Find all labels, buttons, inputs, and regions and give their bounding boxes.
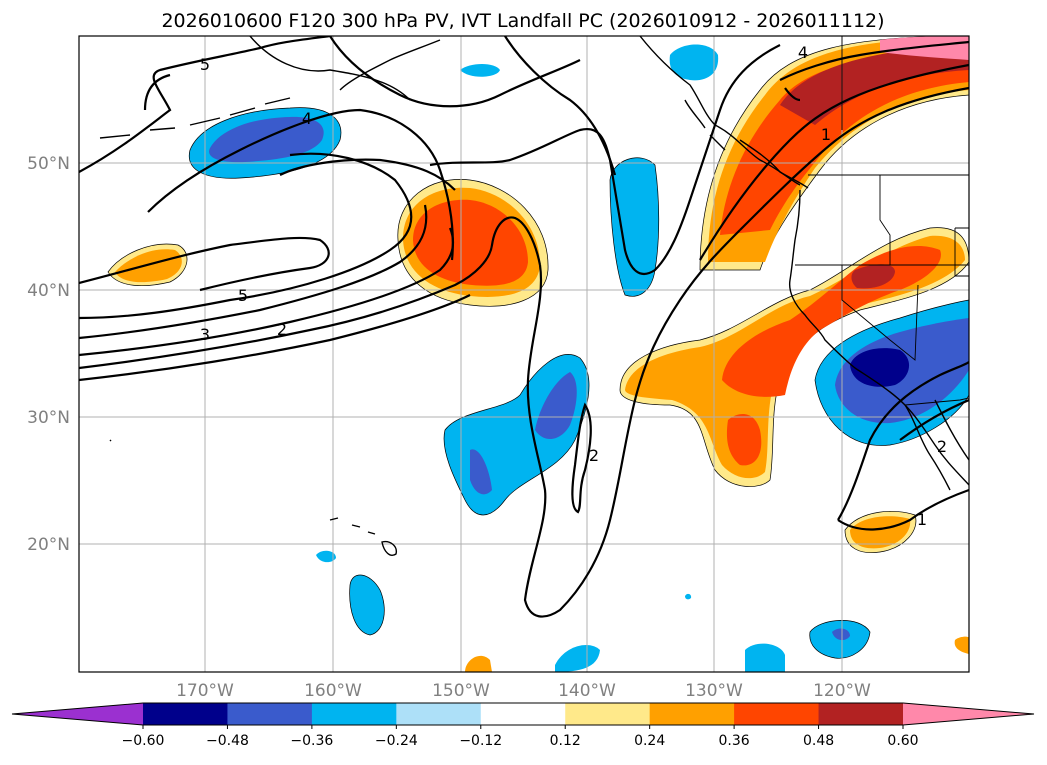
- lon-tick-label: 120°W: [813, 681, 871, 701]
- colorbar-tick-label: 0.36: [719, 733, 750, 749]
- contour-label: 4: [302, 109, 312, 128]
- pv-contour-socal-2: [837, 488, 969, 531]
- contour-label: 5: [200, 55, 210, 74]
- colorbar: −0.60 −0.48 −0.36 −0.24 −0.12 0.12 0.24 0.36 0.4…: [11, 702, 1035, 749]
- cool-blob-socal-3: [850, 348, 910, 387]
- colorbar-segment: [818, 703, 904, 725]
- colorbar-segment: [734, 703, 820, 725]
- pv-contour-4: [147, 108, 454, 261]
- cool-top-small: [460, 64, 500, 77]
- cool-top-north: [669, 44, 719, 81]
- colorbar-tick-label: 0.48: [803, 733, 834, 749]
- lat-tick-label: 30°N: [27, 408, 70, 428]
- lat-tick-label: 40°N: [27, 281, 70, 301]
- lon-tick-label: 160°W: [304, 681, 362, 701]
- warm-blob-south: [465, 655, 492, 672]
- colorbar-segment: [396, 703, 482, 725]
- warm-blob-central-3: [413, 199, 528, 286]
- latitude-labels: 50°N 40°N 30°N 20°N: [27, 154, 70, 555]
- contour-label: 4: [798, 43, 808, 62]
- pv-contour-2a: [79, 227, 455, 357]
- pv-contour-socal-3: [899, 398, 969, 441]
- longitude-labels: 170°W 160°W 150°W 140°W 130°W 120°W: [176, 681, 871, 701]
- pv-contour-3a: [79, 152, 413, 320]
- map-area: 5 4 5 3 2 2 4 1 2 1: [79, 36, 969, 672]
- colorbar-tick-label: 0.12: [550, 733, 581, 749]
- cool-blob-south-2: [745, 643, 785, 672]
- graticule: [79, 36, 969, 672]
- colorbar-extend-high: [903, 703, 1034, 725]
- pv-contour-trough: [429, 44, 781, 275]
- colorbar-tick-label: 0.24: [634, 733, 665, 749]
- cool-blob-small-west: [316, 550, 336, 563]
- lon-tick-label: 140°W: [558, 681, 616, 701]
- warm-blob-edge: [954, 636, 969, 654]
- lon-tick-label: 130°W: [685, 681, 743, 701]
- warm-region-pacific-nw-4: [780, 45, 969, 125]
- contour-label: 3: [200, 325, 210, 344]
- colorbar-tick-label: 0.60: [887, 733, 918, 749]
- colorbar-segment: [227, 703, 313, 725]
- colorbar-tick-label: −0.36: [290, 733, 333, 749]
- pv-contour-northeast-2: [699, 63, 969, 261]
- lon-tick-label: 170°W: [176, 681, 234, 701]
- cool-dot: [685, 593, 692, 600]
- pv-contour-northeast-3: [779, 40, 969, 81]
- pv-contour-mid: [279, 158, 456, 191]
- contour-label: 2: [589, 446, 599, 465]
- colorbar-tick-label: −0.12: [459, 733, 502, 749]
- contour-labels: 5 4 5 3 2 2 4 1 2 1: [200, 43, 947, 529]
- contour-label: 5: [238, 286, 248, 305]
- pv-contour-5-west: [79, 236, 330, 292]
- pv-contour-socal-1: [837, 361, 969, 521]
- political-borders: [795, 36, 969, 406]
- colorbar-segment: [649, 703, 735, 725]
- colorbar-tick-label: −0.24: [375, 733, 418, 749]
- warm-band-subtropical-4: [851, 264, 895, 289]
- cool-blob-south-3-core: [832, 628, 850, 641]
- colorbar-segment: [480, 703, 566, 725]
- pv-contour-northeast-4: [784, 87, 801, 102]
- pv-contour-2b: [79, 216, 542, 370]
- contour-label: 2: [277, 320, 287, 339]
- cool-blob-south-1: [555, 645, 600, 672]
- warm-region-pacific-nw-5: [880, 36, 969, 60]
- contour-label: 2: [937, 437, 947, 456]
- colorbar-tick-label: −0.60: [122, 733, 165, 749]
- lon-tick-label: 150°W: [432, 681, 490, 701]
- lat-tick-label: 20°N: [27, 535, 70, 555]
- pv-contour-3b: [79, 204, 428, 340]
- pv-contour-inset-2: [571, 402, 592, 514]
- pv-contours: [79, 36, 969, 618]
- figure-title: 2026010600 F120 300 hPa PV, IVT Landfall…: [161, 10, 884, 32]
- cool-blob-hawaii-south: [349, 574, 385, 636]
- colorbar-segment: [311, 703, 397, 725]
- pv-contour-loop-south: [523, 229, 741, 618]
- pv-contour-north-arc2: [504, 36, 617, 176]
- colorbar-extend-low: [12, 703, 143, 725]
- pv-contour-5-north: [79, 36, 331, 173]
- colorbar-segment: [143, 703, 228, 725]
- colorbar-segment: [565, 703, 651, 725]
- warm-blob-southeast-2: [850, 516, 911, 549]
- pv-contour-northeast-1: [739, 86, 969, 231]
- colorbar-tick-label: −0.48: [206, 733, 249, 749]
- lat-tick-label: 50°N: [27, 154, 70, 174]
- pv-contour-5-north-b: [143, 73, 171, 111]
- cool-blob-central-south-2: [470, 372, 577, 495]
- ivt-shading: [107, 36, 969, 672]
- pv-contour-north-arc: [329, 36, 581, 108]
- contour-label: 1: [917, 510, 927, 529]
- contour-label: 1: [821, 125, 831, 144]
- map-frame: [78, 35, 970, 673]
- pv-contour-2c: [79, 294, 471, 382]
